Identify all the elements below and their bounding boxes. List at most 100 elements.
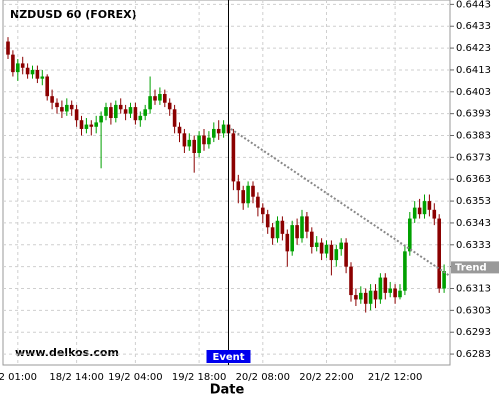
y-tick-label: 0.6363 xyxy=(456,174,491,185)
candle-body xyxy=(398,290,402,298)
candle-body xyxy=(11,54,15,73)
candle-body xyxy=(94,122,98,127)
candle-body xyxy=(261,207,265,215)
candle-body xyxy=(84,124,89,129)
candle-body xyxy=(55,102,59,108)
candle-body xyxy=(354,295,358,300)
candle-body xyxy=(270,227,275,239)
candle-body xyxy=(158,93,162,101)
candle-body xyxy=(231,133,236,182)
x-tick-label: 20/2 08:00 xyxy=(236,372,290,383)
candle-body xyxy=(324,244,329,254)
candle-body xyxy=(197,135,201,153)
candle-body xyxy=(177,126,182,134)
candle-body xyxy=(275,220,280,239)
y-tick-label: 0.6283 xyxy=(456,349,491,360)
y-tick-label: 0.6343 xyxy=(456,218,491,229)
candle-body xyxy=(251,185,255,197)
x-tick-label: 19/2 04:00 xyxy=(108,372,162,383)
candle-body xyxy=(74,109,79,121)
candle-body xyxy=(45,76,49,97)
candle-body xyxy=(378,277,383,300)
candle-body xyxy=(65,104,69,112)
y-tick-label: 0.6443 xyxy=(456,0,491,10)
candle-body xyxy=(40,76,45,79)
candle-body xyxy=(192,139,196,153)
candle-body xyxy=(6,41,10,55)
candle-body xyxy=(437,218,441,289)
chart-title: NZDUSD 60 (FOREX) xyxy=(10,8,137,21)
candle-body xyxy=(30,69,35,75)
candle-body xyxy=(319,242,324,254)
candle-body xyxy=(314,242,319,247)
y-tick-label: 0.6423 xyxy=(456,43,491,54)
plot xyxy=(3,0,450,365)
candle-body xyxy=(207,137,211,145)
candle-body xyxy=(256,196,260,208)
y-tick-label: 0.6393 xyxy=(456,109,491,120)
x-tick-label: 20/2 22:00 xyxy=(299,372,353,383)
x-axis-title: Date xyxy=(210,383,245,398)
candle-body xyxy=(403,251,407,291)
candle-body xyxy=(167,102,172,110)
candle-body xyxy=(138,115,143,121)
candle-body xyxy=(202,135,206,145)
candle-body xyxy=(329,244,334,261)
y-tick-label: 0.6353 xyxy=(456,196,491,207)
candle-body xyxy=(280,220,285,234)
candle-body xyxy=(368,290,373,304)
candle-body xyxy=(79,120,84,129)
candle-body xyxy=(427,201,432,210)
candle-body xyxy=(373,290,378,300)
candle-body xyxy=(221,124,226,134)
candle-body xyxy=(60,107,64,112)
candle-body xyxy=(310,231,314,247)
candle-body xyxy=(393,288,397,298)
candle-body xyxy=(359,292,363,300)
candle-body xyxy=(114,104,118,119)
candle-body xyxy=(442,271,446,289)
candle-body xyxy=(153,96,157,101)
candle-body xyxy=(383,277,388,293)
candle-body xyxy=(422,201,427,215)
candle-body xyxy=(388,288,392,293)
candle-body xyxy=(344,242,348,267)
candle-body xyxy=(163,93,167,103)
y-tick-label: 0.6333 xyxy=(456,240,491,251)
candle-body xyxy=(246,185,250,204)
y-tick-label: 0.6313 xyxy=(456,284,491,295)
candle-body xyxy=(216,128,221,134)
candle-body xyxy=(20,63,25,68)
trend-label: Trend xyxy=(455,262,487,273)
watermark: www.delkos.com xyxy=(15,346,119,359)
candle-body xyxy=(104,107,108,116)
candle-body xyxy=(339,242,343,250)
candle-body xyxy=(212,128,216,138)
candle-body xyxy=(89,124,94,127)
x-tick-label: 18/2 14:00 xyxy=(49,372,103,383)
candle-body xyxy=(334,249,339,261)
candle-body xyxy=(236,181,241,191)
candle-body xyxy=(172,109,177,127)
candle-body xyxy=(290,225,294,252)
trend-label-box xyxy=(451,261,499,274)
candle-body xyxy=(16,63,20,73)
candle-body xyxy=(305,216,309,232)
candle-body xyxy=(349,266,353,296)
candle-body xyxy=(408,218,412,252)
candle-body xyxy=(133,107,138,121)
candle-body xyxy=(118,104,123,110)
event-label: Event xyxy=(212,352,244,363)
y-tick-label: 0.6383 xyxy=(456,131,491,142)
candle-body xyxy=(295,225,299,239)
candle-body xyxy=(417,207,422,215)
candle-body xyxy=(148,96,152,110)
y-tick-label: 0.6403 xyxy=(456,87,491,98)
candle-body xyxy=(50,96,54,103)
event-label-box xyxy=(206,350,251,363)
candle-body xyxy=(432,209,437,219)
candle-body xyxy=(69,104,74,110)
y-tick-label: 0.6433 xyxy=(456,21,491,32)
candle-body xyxy=(187,139,192,147)
